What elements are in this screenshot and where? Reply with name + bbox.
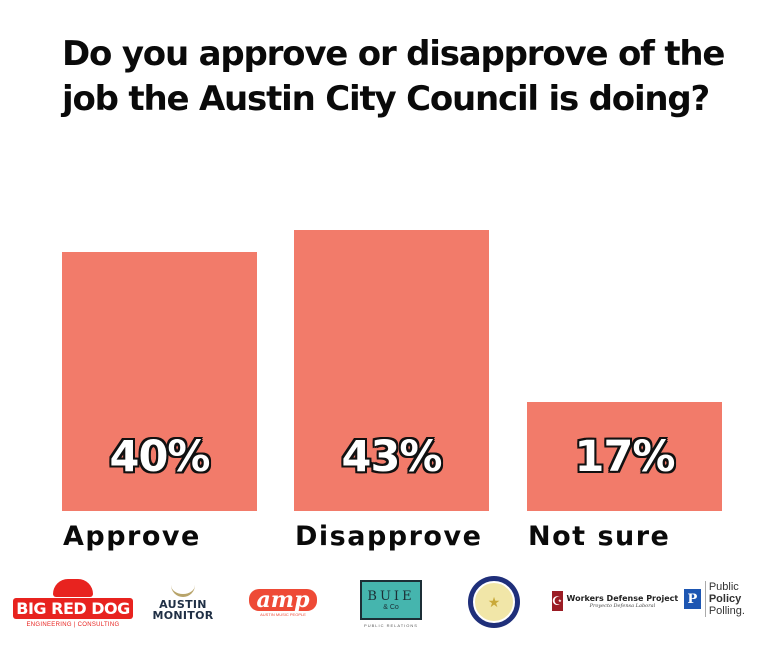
big-red-dog-name: BIG RED DOG [13, 597, 133, 619]
wdp-icon: ☪ [551, 591, 563, 611]
logo-amp: amp AUSTIN MUSIC PEOPLE [238, 586, 328, 620]
texas-star-icon: ★ [473, 581, 515, 623]
buie-co: & Co [383, 603, 399, 611]
logo-workers-defense-project: ☪ Workers Defense Project Proyecto Defen… [551, 588, 678, 614]
bar-value-approve: 40% [109, 432, 211, 482]
logo-austin-monitor: AUSTIN MONITOR [148, 576, 218, 626]
logo-buie-co: BUIE & Co PUBLIC RELATIONS [355, 578, 427, 630]
logo-big-red-dog: BIG RED DOG ENGINEERING | CONSULTING [13, 572, 133, 634]
logo-seal: ★ [466, 574, 522, 630]
wdp-name: Workers Defense Project [566, 593, 679, 603]
wdp-tagline: Proyecto Defensa Laboral [589, 602, 656, 609]
bar-value-disapprove: 43% [341, 432, 443, 482]
bar-approve: 40% [62, 252, 257, 511]
bar-value-not-sure: 17% [574, 432, 676, 482]
ppp-polling: Polling. [708, 605, 745, 617]
buie-name: BUIE [367, 588, 415, 604]
bar-disapprove: 43% [294, 230, 489, 511]
ppp-public: Public [708, 581, 739, 593]
seal-icon: ★ [468, 576, 520, 628]
amp-name: amp [248, 589, 318, 611]
logo-public-policy-polling: P Public Policy Polling. [684, 581, 770, 617]
ppp-icon: P [684, 589, 701, 609]
buie-box: BUIE & Co [360, 580, 422, 620]
amp-tagline: AUSTIN MUSIC PEOPLE [260, 612, 306, 617]
buie-tagline: PUBLIC RELATIONS [364, 623, 418, 628]
category-label-disapprove: Disapprove [295, 521, 483, 552]
ppp-policy: Policy [708, 593, 742, 605]
category-label-approve: Approve [63, 521, 201, 552]
big-red-dog-tagline: ENGINEERING | CONSULTING [26, 621, 120, 628]
austin-monitor-line1: AUSTIN [159, 597, 207, 611]
chart-title: Do you approve or disapprove of the job … [62, 34, 725, 119]
paw-icon [53, 578, 93, 597]
austin-monitor-line2: MONITOR [152, 608, 214, 622]
wings-icon [171, 582, 195, 597]
category-label-not-sure: Not sure [528, 521, 671, 552]
bar-not-sure: 17% [527, 402, 722, 511]
